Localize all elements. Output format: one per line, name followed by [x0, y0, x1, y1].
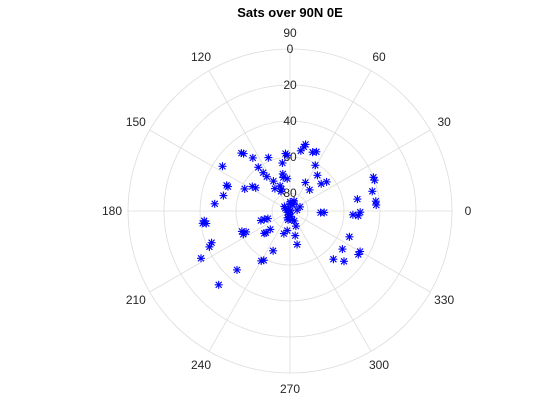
satellite-marker [320, 208, 329, 217]
satellite-marker [289, 198, 298, 207]
satellite-marker [239, 230, 248, 239]
satellite-marker [222, 181, 231, 190]
satellite-marker [261, 228, 270, 237]
satellite-marker [371, 197, 380, 206]
satellite-markers [197, 140, 381, 289]
angle-tick-label: 180 [102, 204, 122, 218]
polar-grid [127, 48, 453, 374]
satellite-marker [356, 208, 365, 217]
radius-tick-label: 80 [283, 186, 297, 200]
satellite-marker [322, 177, 331, 186]
satellite-marker [340, 257, 348, 266]
grid-spoke [289, 129, 431, 212]
angle-tick-label: 150 [126, 115, 146, 129]
satellite-marker [254, 163, 263, 172]
grid-spoke [149, 210, 291, 293]
grid-spoke [208, 210, 291, 352]
satellite-marker [270, 184, 279, 193]
satellite-marker [305, 185, 314, 194]
satellite-marker [296, 202, 304, 211]
angle-tick-label: 120 [191, 50, 211, 64]
satellite-marker [291, 222, 300, 231]
satellite-marker [240, 184, 249, 193]
angle-tick-label: 330 [434, 293, 454, 307]
grid-spoke [289, 70, 372, 212]
angle-tick-label: 300 [369, 358, 389, 372]
satellite-marker [356, 247, 365, 256]
satellite-marker [286, 207, 294, 215]
angle-tick-label: 210 [126, 293, 146, 307]
satellite-marker [264, 153, 273, 162]
satellite-marker [290, 216, 299, 225]
satellite-marker [280, 202, 289, 211]
satellite-marker [248, 182, 257, 191]
angle-tick-label: 90 [283, 26, 297, 40]
satellite-marker [329, 255, 338, 264]
grid-spoke [289, 210, 372, 352]
chart-title: Sats over 90N 0E [237, 5, 343, 20]
satellite-marker [207, 238, 216, 247]
satellite-marker [283, 174, 292, 183]
angle-tick-label: 0 [465, 204, 472, 218]
satellite-marker [283, 226, 292, 235]
satellite-marker [218, 162, 227, 171]
satellite-marker [299, 142, 308, 151]
satellite-marker [219, 191, 228, 200]
satellite-marker [205, 242, 214, 251]
satellite-marker [311, 161, 320, 170]
satellite-marker [313, 171, 322, 180]
angle-tick-label: 270 [280, 382, 300, 396]
radius-tick-label: 0 [287, 42, 294, 56]
satellite-marker [279, 173, 288, 182]
satellite-marker [214, 280, 223, 289]
grid-spoke [149, 129, 291, 212]
satellite-marker [368, 187, 377, 196]
satellite-marker [263, 214, 272, 223]
radius-tick-label: 40 [283, 114, 297, 128]
angle-tick-label: 240 [191, 358, 211, 372]
satellite-marker [239, 149, 248, 158]
angle-tick-labels: 0 30 60 90 120 150 180 210 240 270 300 330 [102, 26, 472, 396]
satellite-marker [291, 231, 300, 240]
satellite-marker [269, 246, 278, 255]
satellite-marker [312, 147, 321, 156]
angle-tick-label: 30 [437, 115, 451, 129]
satellite-marker [281, 149, 290, 158]
satellite-marker [259, 256, 268, 265]
satellite-marker [353, 195, 362, 204]
satellite-marker [278, 159, 287, 167]
satellite-marker [266, 225, 275, 234]
satellite-marker [197, 254, 205, 263]
satellite-marker [293, 240, 302, 249]
satellite-marker [210, 199, 219, 208]
radius-tick-label: 20 [283, 78, 297, 92]
satellite-marker [338, 245, 347, 254]
angle-tick-label: 60 [372, 50, 386, 64]
satellite-marker [277, 187, 285, 196]
satellite-marker [348, 210, 357, 219]
satellite-marker [370, 176, 379, 185]
satellite-marker [256, 216, 265, 225]
satellite-marker [269, 177, 278, 186]
satellite-marker [248, 153, 257, 162]
satellite-marker [345, 232, 354, 241]
satellite-marker [259, 168, 268, 177]
satellite-marker [200, 216, 209, 225]
satellite-marker [301, 178, 310, 187]
satellite-marker [233, 265, 241, 274]
